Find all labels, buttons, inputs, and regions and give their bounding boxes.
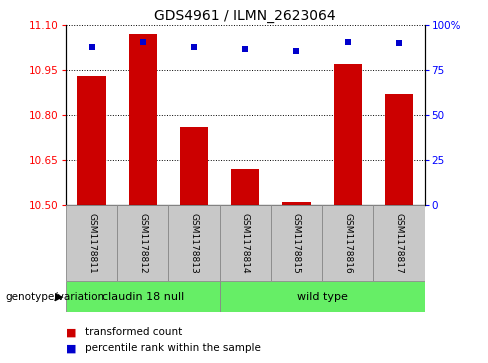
Bar xyxy=(283,202,310,205)
Bar xyxy=(231,169,259,205)
Bar xyxy=(180,127,208,205)
Point xyxy=(242,46,249,52)
Bar xyxy=(78,76,105,205)
Bar xyxy=(66,205,117,281)
Title: GDS4961 / ILMN_2623064: GDS4961 / ILMN_2623064 xyxy=(154,9,336,23)
Bar xyxy=(168,205,220,281)
Text: ■: ■ xyxy=(66,327,77,337)
Text: GSM1178815: GSM1178815 xyxy=(292,213,301,274)
Bar xyxy=(385,94,413,205)
Text: GSM1178817: GSM1178817 xyxy=(394,213,404,274)
Text: GSM1178813: GSM1178813 xyxy=(189,213,199,274)
Point xyxy=(395,40,403,46)
Text: genotype/variation: genotype/variation xyxy=(5,292,104,302)
Text: GSM1178814: GSM1178814 xyxy=(241,213,250,274)
Text: transformed count: transformed count xyxy=(85,327,183,337)
Text: GSM1178816: GSM1178816 xyxy=(343,213,352,274)
Point xyxy=(88,44,96,50)
Text: GSM1178812: GSM1178812 xyxy=(138,213,147,274)
Point xyxy=(344,39,352,45)
Bar xyxy=(322,205,373,281)
Bar xyxy=(117,205,168,281)
Text: wild type: wild type xyxy=(297,292,347,302)
Bar xyxy=(66,281,220,312)
Bar xyxy=(271,205,322,281)
Point xyxy=(190,44,198,50)
Text: ■: ■ xyxy=(66,343,77,354)
Point xyxy=(139,39,147,45)
Bar xyxy=(220,205,271,281)
Bar xyxy=(334,64,362,205)
Bar xyxy=(129,34,157,205)
Text: claudin 18 null: claudin 18 null xyxy=(102,292,184,302)
Text: GSM1178811: GSM1178811 xyxy=(87,213,96,274)
Bar xyxy=(220,281,425,312)
Point xyxy=(293,48,301,53)
Text: ▶: ▶ xyxy=(55,292,63,302)
Text: percentile rank within the sample: percentile rank within the sample xyxy=(85,343,261,354)
Bar xyxy=(373,205,425,281)
